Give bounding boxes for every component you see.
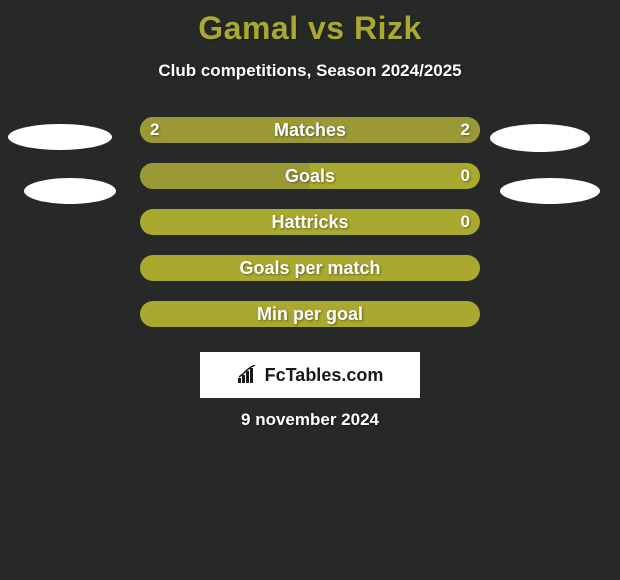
stat-value-right: 2 <box>440 117 470 143</box>
decor-ellipse <box>490 124 590 152</box>
stat-row: Min per goal <box>0 301 620 347</box>
stat-value-right: 0 <box>440 163 470 189</box>
stat-label: Goals <box>140 163 480 189</box>
stat-row: Goals per match <box>0 255 620 301</box>
stat-label: Goals per match <box>140 255 480 281</box>
logo-box: FcTables.com <box>200 352 420 398</box>
bar-chart-icon <box>237 365 261 385</box>
stat-value-right <box>440 301 470 327</box>
page-title: Gamal vs Rizk <box>0 0 620 47</box>
stat-value-right <box>440 255 470 281</box>
decor-ellipse <box>8 124 112 150</box>
stat-label: Min per goal <box>140 301 480 327</box>
stat-label: Matches <box>140 117 480 143</box>
stat-row: Hattricks 0 <box>0 209 620 255</box>
logo: FcTables.com <box>237 365 384 386</box>
subtitle: Club competitions, Season 2024/2025 <box>0 61 620 81</box>
comparison-infographic: Gamal vs Rizk Club competitions, Season … <box>0 0 620 580</box>
decor-ellipse <box>24 178 116 204</box>
date-text: 9 november 2024 <box>0 410 620 430</box>
stat-label: Hattricks <box>140 209 480 235</box>
decor-ellipse <box>500 178 600 204</box>
stat-value-right: 0 <box>440 209 470 235</box>
logo-text: FcTables.com <box>265 365 384 386</box>
